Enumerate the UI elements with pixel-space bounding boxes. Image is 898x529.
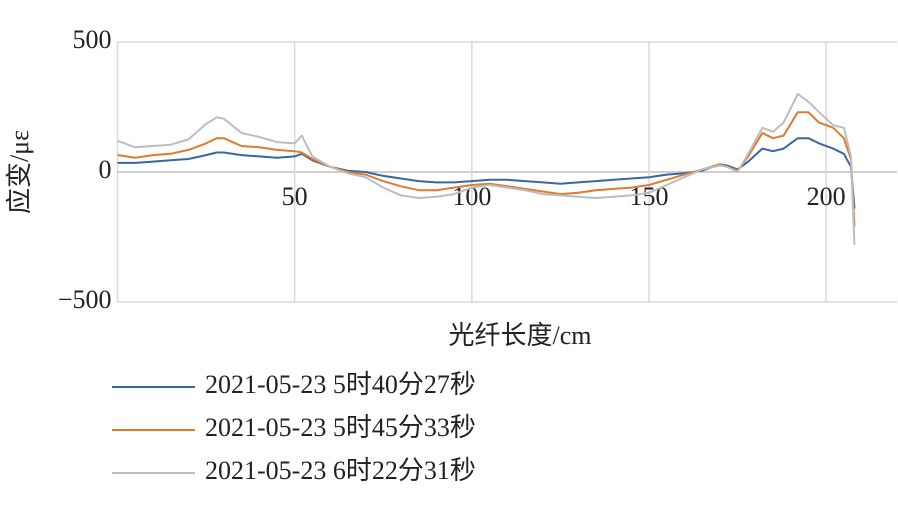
x-tick-label: 200	[807, 182, 846, 211]
y-tick-label: 500	[73, 25, 112, 54]
series-line	[117, 111, 856, 227]
x-tick-label: 50	[282, 182, 308, 211]
legend-label: 2021-05-23 5时45分33秒	[205, 413, 476, 442]
x-axis-label: 光纤长度/cm	[449, 321, 592, 350]
series-line	[117, 137, 856, 209]
series-line	[117, 93, 856, 245]
legend-label: 2021-05-23 5时40分27秒	[205, 370, 476, 399]
y-axis-label: 应变/με	[5, 130, 34, 214]
y-tick-label: 0	[99, 155, 112, 184]
y-tick-label: −500	[58, 285, 112, 314]
legend-label: 2021-05-23 6时22分31秒	[205, 456, 476, 485]
